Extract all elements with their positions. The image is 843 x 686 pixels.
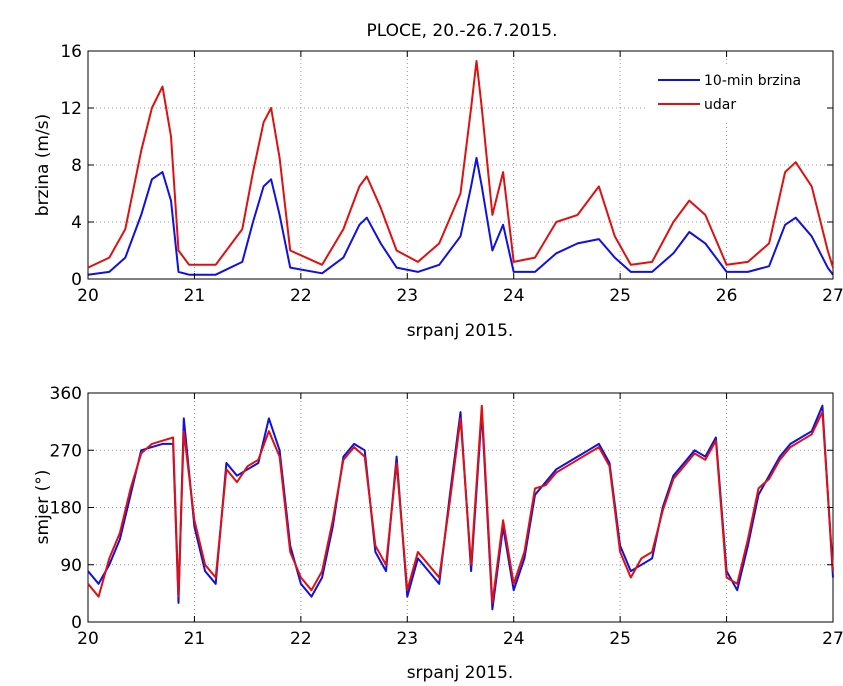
y-tick-label: 0	[71, 270, 82, 290]
speed-series-layer	[87, 60, 834, 276]
direction-y-axis-label: smjer (°)	[33, 470, 53, 545]
x-tick-label: 20	[77, 629, 99, 649]
speed-y-ticks: 0 4 8 12 16	[60, 42, 833, 290]
x-tick-label: 23	[396, 629, 418, 649]
x-tick-label: 21	[184, 629, 206, 649]
legend-label-speed: 10-min brzina	[704, 73, 801, 89]
series-line-red	[87, 60, 834, 269]
speed-panel: 0 4 8 12 16 20 21 22 23 24 25 26 27 srpanj 2015. br…	[33, 42, 843, 341]
x-tick-label: 21	[184, 286, 206, 306]
series-line-red	[87, 404, 834, 604]
series-line-blue	[87, 156, 834, 276]
x-tick-label: 27	[822, 629, 843, 649]
x-tick-label: 23	[396, 286, 418, 306]
direction-x-ticks: 20 21 22 23 24 25 26 27	[77, 393, 843, 649]
direction-series-layer	[87, 404, 834, 611]
x-tick-label: 22	[290, 286, 312, 306]
x-tick-label: 26	[716, 286, 738, 306]
x-tick-label: 24	[503, 286, 525, 306]
y-tick-label: 4	[71, 213, 82, 233]
y-tick-label: 90	[60, 556, 82, 576]
x-tick-label: 22	[290, 629, 312, 649]
legend-box	[648, 64, 826, 120]
x-tick-label: 25	[609, 286, 631, 306]
y-tick-label: 16	[60, 42, 82, 62]
chart-title: PLOCE, 20.-26.7.2015.	[366, 21, 557, 41]
x-tick-label: 26	[716, 629, 738, 649]
x-tick-label: 25	[609, 629, 631, 649]
y-tick-label: 180	[50, 499, 82, 519]
legend-label-gust: udar	[704, 97, 736, 113]
y-tick-label: 270	[50, 441, 82, 461]
direction-y-ticks: 0 90 180 270 360	[50, 384, 833, 633]
y-tick-label: 8	[71, 156, 82, 176]
speed-y-axis-label: brzina (m/s)	[33, 114, 53, 216]
x-tick-label: 27	[822, 286, 843, 306]
y-tick-label: 360	[50, 384, 82, 404]
direction-x-axis-label: srpanj 2015.	[407, 663, 514, 683]
x-tick-label: 24	[503, 629, 525, 649]
legend: 10-min brzina udar	[648, 64, 826, 120]
y-tick-label: 0	[71, 613, 82, 633]
speed-x-axis-label: srpanj 2015.	[407, 321, 514, 341]
y-tick-label: 12	[60, 99, 82, 119]
x-tick-label: 20	[77, 286, 99, 306]
speed-x-ticks: 20 21 22 23 24 25 26 27	[77, 51, 843, 306]
direction-panel: 0 90 180 270 360 20 21 22 23 24 25 26 27 srpanj 201…	[33, 384, 843, 683]
